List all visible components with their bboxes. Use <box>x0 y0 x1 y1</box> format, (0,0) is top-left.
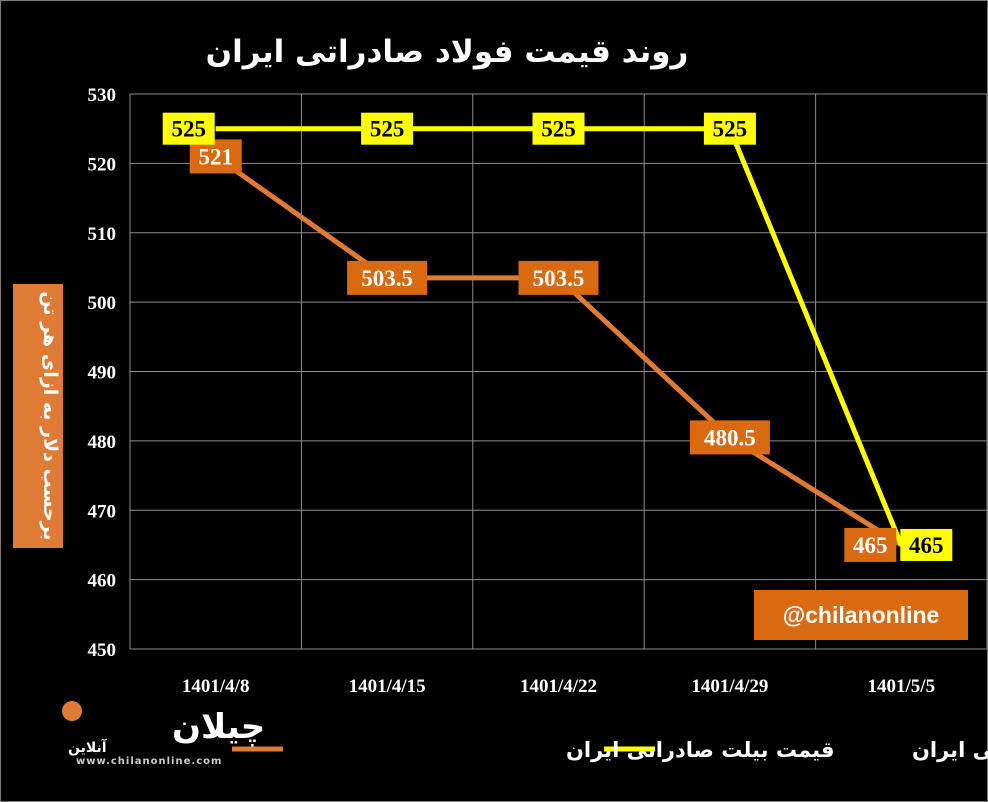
legend-label-slab: قیمت اسلب صادراتی ایران <box>912 738 988 762</box>
data-label-slab-box <box>162 112 215 145</box>
y-tick-label: 480 <box>88 432 117 453</box>
brand-site: www.chilanonline.com <box>76 756 222 767</box>
data-label-slab-text: 525 <box>171 117 206 142</box>
chart-title: روند قیمت فولاد صادراتی ایران <box>206 34 689 70</box>
data-label-billet-box <box>844 527 897 562</box>
y-tick-label: 450 <box>88 640 117 661</box>
logo-dot <box>62 701 82 721</box>
data-label-slab: 525 <box>532 112 585 145</box>
data-label-billet-box <box>347 260 428 295</box>
series-line-billet <box>214 154 903 548</box>
series-lines <box>214 126 904 548</box>
data-label-slab-box <box>900 528 953 561</box>
handle-watermark: @chilanonline <box>754 590 968 640</box>
data-label-billet: 465 <box>844 527 897 562</box>
data-label-billet-box <box>189 139 242 174</box>
brand-logo: چیلان آنلاین www.chilanonline.com <box>62 701 265 767</box>
data-label-billet: 503.5 <box>347 260 428 295</box>
data-label-billet: 521 <box>189 139 242 174</box>
data-label-billet: 503.5 <box>518 260 599 295</box>
y-tick-label: 460 <box>88 571 117 592</box>
y-tick-label: 490 <box>88 363 117 384</box>
data-label-billet: 480.5 <box>689 420 770 455</box>
data-label-slab: 525 <box>361 112 414 145</box>
y-tick-label: 500 <box>88 293 117 314</box>
legend-item-slab: قیمت اسلب صادراتی ایران <box>604 738 988 762</box>
x-tick-label: 1401/5/5 <box>868 676 936 697</box>
data-label-slab-text: 525 <box>541 117 576 142</box>
data-label-billet-text: 480.5 <box>704 425 756 450</box>
logo-subtext: آنلاین <box>68 738 108 756</box>
data-label-billet-box <box>518 260 599 295</box>
x-axis-ticks: 1401/4/8 1401/4/15 1401/4/22 1401/4/29 1401/… <box>182 676 935 697</box>
y-axis-label: برحسب دلار به ازای هر تن <box>39 291 61 540</box>
data-label-slab-box <box>532 112 585 145</box>
data-label-slab-text: 525 <box>713 117 748 142</box>
y-tick-label: 510 <box>88 224 117 245</box>
y-axis-label-box: برحسب دلار به ازای هر تن <box>13 284 63 548</box>
x-tick-label: 1401/4/29 <box>691 676 768 697</box>
data-label-slab-text: 465 <box>909 533 944 558</box>
data-label-billet-text: 521 <box>198 144 233 169</box>
data-label-billet-text: 465 <box>853 533 888 558</box>
x-tick-label: 1401/4/22 <box>520 676 597 697</box>
data-label-slab-text: 525 <box>370 117 405 142</box>
data-label-slab: 525 <box>162 112 215 145</box>
y-tick-label: 520 <box>88 154 117 175</box>
legend-item-billet: قیمت بیلت صادراتی ایران <box>232 738 834 762</box>
data-label-slab: 465 <box>900 528 953 561</box>
data-label-slab: 525 <box>703 112 756 145</box>
data-label-billet-text: 503.5 <box>361 266 413 291</box>
data-labels: 521 503.5 503.5 480.5 465 525 525 525 525 465 <box>162 112 953 562</box>
y-tick-label: 470 <box>88 501 117 522</box>
y-axis-ticks: 450 460 470 480 490 500 510 520 530 <box>88 85 117 661</box>
data-label-billet-box <box>689 420 770 455</box>
logo-text: چیلان <box>172 707 265 747</box>
x-tick-label: 1401/4/8 <box>182 676 250 697</box>
y-tick-label: 530 <box>88 85 117 106</box>
grid <box>129 93 988 650</box>
data-label-slab-box <box>703 112 756 145</box>
legend: قیمت اسلب صادراتی ایران قیمت بیلت صادرات… <box>232 738 988 762</box>
data-label-slab-box <box>361 112 414 145</box>
handle-text: @chilanonline <box>783 602 940 628</box>
x-tick-label: 1401/4/15 <box>349 676 426 697</box>
legend-label-billet: قیمت بیلت صادراتی ایران <box>566 738 834 762</box>
data-label-billet-text: 503.5 <box>533 266 585 291</box>
